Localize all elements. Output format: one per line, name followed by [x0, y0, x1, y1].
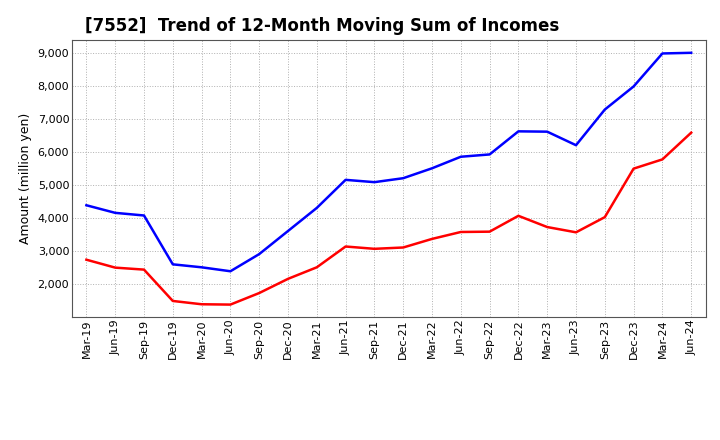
Net Income: [255, 290, 264, 296]
Ordinary Income: [600, 107, 609, 112]
Line: Net Income: Net Income: [86, 133, 691, 304]
Ordinary Income: [284, 228, 292, 234]
Net Income: [514, 213, 523, 218]
Net Income: [658, 157, 667, 162]
Ordinary Income: [370, 180, 379, 185]
Ordinary Income: [82, 202, 91, 208]
Net Income: [572, 230, 580, 235]
Net Income: [687, 130, 696, 136]
Net Income: [312, 264, 321, 270]
Net Income: [428, 236, 436, 242]
Net Income: [456, 229, 465, 235]
Ordinary Income: [111, 210, 120, 216]
Net Income: [370, 246, 379, 251]
Ordinary Income: [168, 262, 177, 267]
Ordinary Income: [312, 205, 321, 210]
Net Income: [341, 244, 350, 249]
Net Income: [284, 276, 292, 282]
Ordinary Income: [140, 213, 148, 218]
Ordinary Income: [629, 84, 638, 89]
Ordinary Income: [514, 128, 523, 134]
Net Income: [399, 245, 408, 250]
Ordinary Income: [687, 50, 696, 55]
Net Income: [600, 214, 609, 220]
Ordinary Income: [399, 176, 408, 181]
Ordinary Income: [341, 177, 350, 183]
Ordinary Income: [456, 154, 465, 159]
Ordinary Income: [485, 152, 494, 157]
Net Income: [485, 229, 494, 234]
Text: [7552]  Trend of 12-Month Moving Sum of Incomes: [7552] Trend of 12-Month Moving Sum of I…: [85, 17, 559, 35]
Ordinary Income: [658, 51, 667, 56]
Ordinary Income: [572, 143, 580, 148]
Ordinary Income: [197, 264, 206, 270]
Ordinary Income: [428, 165, 436, 171]
Net Income: [226, 302, 235, 307]
Net Income: [82, 257, 91, 262]
Net Income: [111, 265, 120, 270]
Net Income: [629, 166, 638, 171]
Ordinary Income: [226, 268, 235, 274]
Net Income: [197, 302, 206, 307]
Net Income: [140, 267, 148, 272]
Line: Ordinary Income: Ordinary Income: [86, 53, 691, 271]
Ordinary Income: [255, 251, 264, 257]
Ordinary Income: [543, 129, 552, 134]
Y-axis label: Amount (million yen): Amount (million yen): [19, 113, 32, 244]
Net Income: [168, 298, 177, 304]
Net Income: [543, 224, 552, 230]
